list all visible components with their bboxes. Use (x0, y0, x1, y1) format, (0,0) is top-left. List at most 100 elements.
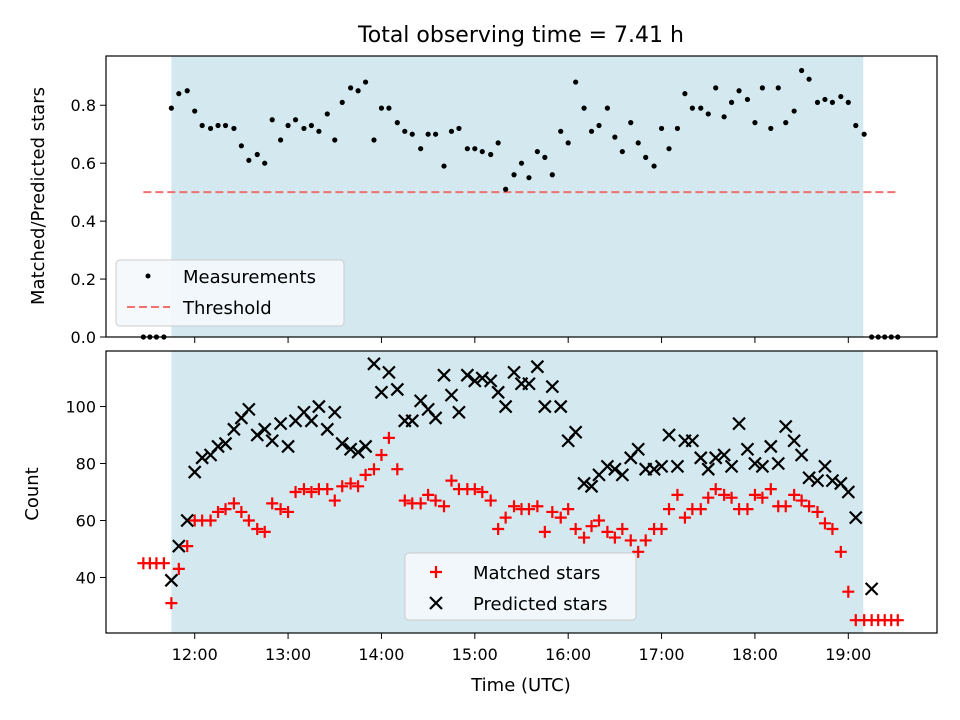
matched-star-point (764, 483, 777, 496)
measurement-point (355, 88, 361, 94)
measurement-point (845, 99, 851, 105)
matched-star-point (826, 523, 839, 536)
x-tick-label: 15:00 (452, 645, 498, 664)
matched-star-point (655, 523, 668, 536)
predicted-star-point (647, 462, 661, 476)
matched-star-point (741, 503, 754, 516)
measurement-point (775, 85, 781, 91)
measurement-point (495, 140, 501, 146)
y-tick-label: 0.6 (71, 154, 96, 173)
predicted-star-point (382, 365, 396, 380)
matched-star-point (616, 523, 629, 536)
predicted-star-point (265, 433, 279, 448)
measurement-point (222, 122, 229, 129)
predicted-star-point (211, 439, 225, 454)
matched-star-point (344, 477, 357, 490)
measurement-point (588, 128, 595, 134)
measurement-point (705, 111, 711, 117)
matched-star-point (242, 514, 255, 527)
predicted-star-point (327, 405, 342, 420)
predicted-star-point (538, 399, 552, 414)
measurement-point (721, 114, 727, 120)
predicted-star-point (522, 376, 536, 391)
matched-star-point (569, 523, 582, 536)
matched-star-point (157, 557, 170, 570)
predicted-star-point (771, 456, 786, 471)
y-tick-label: 0.8 (71, 96, 96, 115)
matched-star-point (438, 500, 451, 513)
matched-star-point (422, 488, 435, 501)
predicted-star-point (802, 470, 816, 485)
measurement-point (643, 154, 649, 160)
matched-star-point (235, 505, 248, 518)
measurement-point (418, 146, 424, 152)
y-tick-label: 0.0 (71, 328, 96, 347)
bottom-y-axis-label: Count (22, 467, 43, 520)
measurement-point (238, 143, 244, 149)
predicted-star-point (374, 385, 389, 400)
measurement-point (269, 117, 275, 123)
predicted-star-point (764, 439, 778, 454)
measurement-point (596, 122, 602, 129)
matched-star-point (601, 525, 614, 538)
y-tick-label: 0.4 (71, 212, 96, 231)
matched-star-point (282, 505, 295, 518)
measurement-point (838, 93, 844, 100)
matched-star-point (305, 486, 318, 498)
measurement-point (324, 111, 330, 117)
matched-star-point (811, 505, 824, 518)
matched-star-point (624, 534, 637, 547)
predicted-star-point (452, 405, 466, 420)
top-x-ticks (194, 337, 849, 343)
predicted-star-point (848, 510, 863, 525)
matched-star-point (382, 431, 395, 444)
matched-star-point (718, 488, 731, 501)
matched-star-point (219, 503, 232, 516)
predicted-star-point (615, 468, 630, 482)
matched-star-point (336, 480, 349, 493)
y-tick-label: 40 (76, 568, 96, 587)
predicted-star-point (390, 382, 405, 397)
measurement-point (682, 91, 688, 97)
measurement-point (308, 122, 315, 129)
predicted-stars-points (164, 357, 879, 596)
bottom-legend-box (404, 552, 637, 621)
matched-star-point (468, 483, 481, 496)
measurement-point (192, 108, 198, 114)
matched-star-point (251, 523, 264, 536)
bottom-x-axis: 12:00 13:00 14:00 15:00 16:00 17:00 18:00 19:00 (172, 633, 871, 664)
measurement-point (526, 175, 532, 181)
measurement-point (176, 91, 182, 97)
measurement-point (448, 128, 455, 134)
measurement-point (488, 151, 494, 158)
measurement-point (861, 131, 867, 137)
x-axis-label: Time (UTC) (470, 675, 571, 696)
measurement-point (231, 125, 237, 132)
measurement-point (689, 105, 695, 111)
matched-star-point (562, 503, 575, 516)
measurement-point (285, 122, 291, 129)
legend-predicted-marker (429, 596, 443, 610)
matched-star-point (258, 525, 271, 538)
predicted-star-point (717, 448, 731, 462)
predicted-star-point (172, 539, 186, 553)
chart-title: Total observing time = 7.41 h (357, 23, 684, 48)
predicted-star-point (304, 414, 319, 428)
predicted-star-point (507, 365, 521, 380)
measurement-point (371, 137, 377, 143)
measurement-point (658, 125, 665, 132)
matched-star-point (639, 534, 652, 547)
measurement-point (806, 76, 812, 82)
matched-star-point (795, 494, 808, 507)
matched-star-point (508, 500, 521, 513)
predicted-star-point (608, 462, 622, 476)
predicted-star-point (227, 422, 241, 437)
predicted-star-point (794, 448, 809, 462)
measurement-point (534, 148, 540, 155)
matched-star-point (578, 531, 591, 544)
matched-star-point (891, 614, 904, 627)
predicted-star-point (577, 476, 591, 491)
matched-stars-points (137, 431, 904, 627)
measurement-point (619, 148, 625, 155)
matched-star-point (632, 545, 645, 558)
